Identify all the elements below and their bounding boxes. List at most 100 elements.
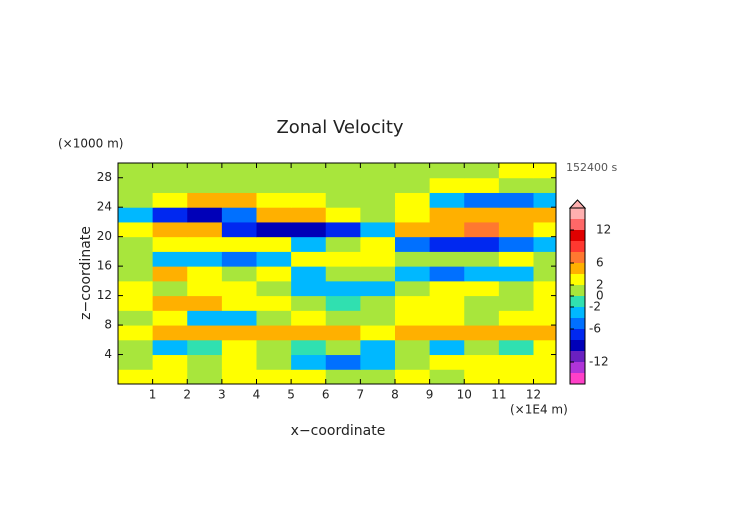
colorbar-band xyxy=(570,208,585,219)
contour-cell xyxy=(187,325,223,341)
contour-cell xyxy=(429,280,465,297)
contour-cell xyxy=(221,354,257,370)
contour-cell xyxy=(291,280,327,297)
contour-cell xyxy=(291,310,327,326)
colorbar-band xyxy=(570,285,585,296)
colorbar-arrow xyxy=(568,199,587,209)
contour-cell xyxy=(221,251,257,267)
contour-cell xyxy=(360,280,396,297)
contour-cell xyxy=(291,221,327,238)
contour-cell xyxy=(221,369,257,384)
contour-cell xyxy=(394,221,431,238)
contour-cell xyxy=(360,310,396,326)
contour-cell xyxy=(394,280,431,297)
contour-cell xyxy=(187,354,223,370)
contour-cell xyxy=(187,369,223,384)
contour-cell xyxy=(360,325,396,341)
colorbar-tick-label: -6 xyxy=(589,322,601,336)
colorbar-tick-label: -2 xyxy=(589,300,601,314)
contour-cell xyxy=(118,163,154,179)
colorbar-tick-label: 0 xyxy=(596,289,604,303)
contour-cell xyxy=(464,192,500,208)
contour-cell xyxy=(360,236,396,252)
contour-cell xyxy=(360,369,396,384)
contour-cell xyxy=(464,280,500,297)
contour-cell xyxy=(152,280,188,297)
contour-cell xyxy=(152,236,188,252)
contour-cell xyxy=(187,251,223,267)
contour-cell xyxy=(533,163,556,179)
x-tick-label: 1 xyxy=(149,388,157,402)
colorbar-band xyxy=(570,230,585,241)
contour-cell xyxy=(325,354,361,370)
time-label: 152400 s xyxy=(566,161,617,174)
contour-cell xyxy=(360,192,396,208)
contour-cell xyxy=(429,207,465,223)
contour-cell xyxy=(394,192,431,208)
contour-cell xyxy=(325,266,361,282)
contour-cell xyxy=(291,251,327,267)
contour-cell xyxy=(533,354,556,370)
contour-cell xyxy=(291,369,327,384)
contour-cell xyxy=(118,354,154,370)
contour-cell xyxy=(256,339,292,356)
contour-cell xyxy=(325,280,361,297)
contour-cell xyxy=(291,236,327,252)
contour-cell xyxy=(291,339,327,356)
contour-cell xyxy=(394,266,431,282)
colorbar-tick-label: 2 xyxy=(596,278,604,292)
contour-cell xyxy=(498,354,534,370)
contour-cell xyxy=(464,310,500,326)
colorbar-band xyxy=(570,296,585,307)
contour-cell xyxy=(118,207,154,223)
contour-cell xyxy=(256,192,292,208)
y-axis-label: z−coordinate xyxy=(78,226,94,320)
contour-cell xyxy=(256,163,292,179)
contour-cell xyxy=(325,221,361,238)
contour-cell xyxy=(187,310,223,326)
contour-cell xyxy=(429,163,465,179)
contour-cell xyxy=(360,163,396,179)
contour-cell xyxy=(187,207,223,223)
contour-cell xyxy=(221,192,257,208)
contour-cell xyxy=(325,325,361,341)
contour-cell xyxy=(533,266,556,282)
contour-cell xyxy=(187,266,223,282)
y-tick-label: 12 xyxy=(97,288,112,302)
x-tick-label: 3 xyxy=(218,388,226,402)
contour-cell xyxy=(360,207,396,223)
contour-cell xyxy=(394,369,431,384)
contour-cell xyxy=(360,339,396,356)
contour-cell xyxy=(221,207,257,223)
contour-cell xyxy=(360,251,396,267)
contour-cell xyxy=(221,310,257,326)
x-tick-label: 12 xyxy=(526,388,541,402)
contour-cell xyxy=(256,310,292,326)
contour-cell xyxy=(256,266,292,282)
contour-cell xyxy=(533,177,556,193)
contour-cell xyxy=(394,207,431,223)
contour-cell xyxy=(429,369,465,384)
contour-cell xyxy=(325,207,361,223)
contour-cell xyxy=(118,339,154,356)
contour-cell xyxy=(360,295,396,311)
colorbar-band xyxy=(570,263,585,274)
contour-cell xyxy=(325,236,361,252)
x-tick-label: 9 xyxy=(426,388,434,402)
contour-cell xyxy=(464,207,500,223)
contour-cell xyxy=(118,369,154,384)
contour-cell xyxy=(498,221,534,238)
contour-cell xyxy=(464,221,500,238)
contour-cell xyxy=(498,339,534,356)
contour-cell xyxy=(429,192,465,208)
contour-cell xyxy=(464,354,500,370)
contour-cell xyxy=(118,325,154,341)
contour-cell xyxy=(360,221,396,238)
contour-cell xyxy=(464,325,500,341)
contour-cell xyxy=(187,236,223,252)
contour-cell xyxy=(394,295,431,311)
contour-cell xyxy=(394,354,431,370)
contour-cell xyxy=(221,280,257,297)
x-tick-label: 2 xyxy=(183,388,191,402)
